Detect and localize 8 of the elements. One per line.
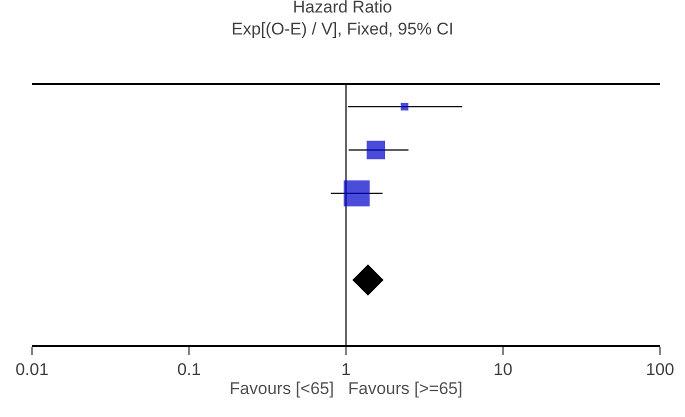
x-tick-label: 100	[646, 360, 674, 380]
x-tick-label: 0.01	[15, 360, 49, 380]
x-tick-label: 10	[494, 360, 512, 380]
x-tick-label: 0.1	[177, 360, 201, 380]
x-tick-label: 1	[341, 360, 351, 380]
x-axis-title: Favours [<65] Favours [>=65]	[230, 379, 462, 398]
chart-subtitle: Exp[(O-E) / V], Fixed, 95% CI	[231, 20, 454, 39]
chart-title: Hazard Ratio	[292, 0, 392, 17]
